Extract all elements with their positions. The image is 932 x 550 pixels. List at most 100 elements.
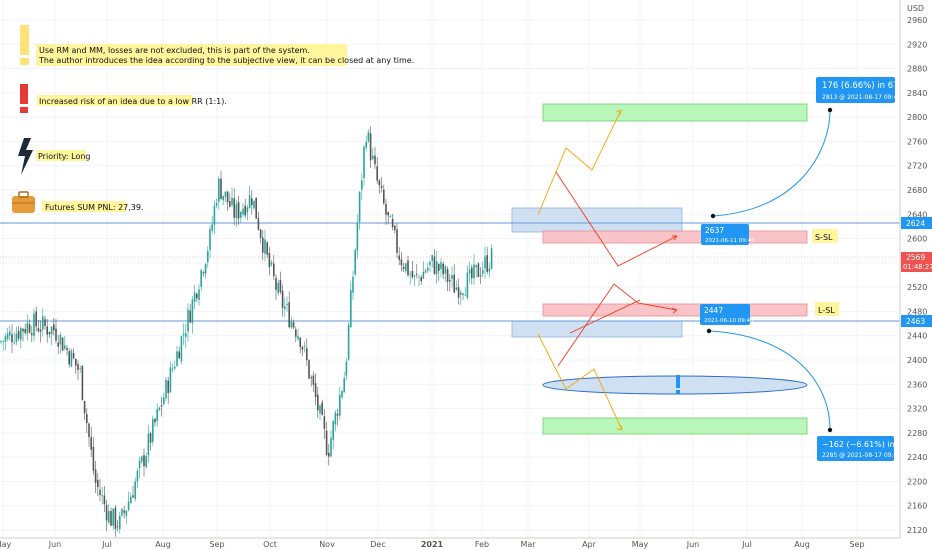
lower-target-zone[interactable] <box>542 417 808 435</box>
candle-body <box>330 437 332 457</box>
ellipse-exclamation-dot <box>676 390 680 394</box>
futures-note: Futures SUM PNL: 27,39. <box>45 203 144 212</box>
upper-curve-end-dot <box>827 107 833 113</box>
x-tick-label: Dec <box>370 540 385 549</box>
long-entry-zone[interactable] <box>511 320 683 338</box>
lower-path-red[interactable] <box>569 299 641 334</box>
lower-target-callout[interactable]: −162 (−6.61%) in 68d 2285 @ 2021-08-17 0… <box>817 436 913 461</box>
candles <box>0 126 493 537</box>
arrowhead-3 <box>671 307 678 314</box>
candle-body <box>130 496 132 504</box>
candle-body <box>455 287 458 291</box>
candle-body <box>306 348 308 361</box>
upper-target-sub: 2813 @ 2021-08-17 09:45 <box>822 94 901 101</box>
y-tick-label: 2240 <box>907 453 927 462</box>
candle-body <box>103 495 106 505</box>
candle-body <box>224 191 227 197</box>
candle-body <box>264 239 266 254</box>
upper-projection-curve[interactable] <box>712 109 831 217</box>
candle-body <box>350 290 352 328</box>
y-tick-label: 2720 <box>907 162 927 171</box>
y-tick-label: 2600 <box>907 235 927 244</box>
candle-body <box>303 346 306 347</box>
candle-body <box>167 380 169 393</box>
candle-body <box>374 155 376 165</box>
candle-body <box>383 189 385 204</box>
upper-path-red[interactable] <box>555 171 678 267</box>
y-tick-label: 2120 <box>907 526 927 535</box>
candle-body <box>22 328 24 332</box>
axis-unit-label: USD <box>907 4 924 13</box>
candle-body <box>387 211 389 216</box>
y-tick-label: 2400 <box>907 356 927 365</box>
candle-body <box>196 293 198 299</box>
upper-path-orange[interactable] <box>537 109 622 216</box>
candle-body <box>312 375 315 385</box>
time-axis[interactable]: May Jun Jul Aug Sep Oct Nov Dec 2021 Feb Mar Apr May… <box>0 537 900 549</box>
candle-body <box>275 277 277 290</box>
x-tick-label: Apr <box>582 540 597 549</box>
candle-body <box>336 413 339 416</box>
candle-body <box>402 266 405 270</box>
candle-body <box>77 364 79 370</box>
candle-body <box>332 421 334 440</box>
price-axis[interactable]: USD 2120 2160 2200 2240 2280 2320 2360 2400 2440… <box>899 0 927 538</box>
candle-body <box>108 511 110 523</box>
short-entry-zone[interactable] <box>511 207 683 233</box>
s-sl-label: S-SL <box>815 233 833 242</box>
candle-body <box>114 507 117 529</box>
candle-body <box>482 269 484 275</box>
candle-body <box>372 155 374 159</box>
candle-body <box>145 455 147 467</box>
candle-body <box>356 223 359 251</box>
rm-note-line1: Use RM and MM, losses are not excluded, … <box>39 46 310 55</box>
candle-body <box>26 322 29 334</box>
candle-body <box>20 328 22 340</box>
short-entry-callout[interactable]: 2637 2021-06-11 09:45 <box>701 224 755 245</box>
upper-target-zone[interactable] <box>542 103 808 122</box>
attention-ellipse[interactable] <box>542 375 808 395</box>
upper-target-callout[interactable]: 176 (6.66%) in 67d 2813 @ 2021-08-17 09:… <box>816 77 904 103</box>
candle-body <box>268 252 271 267</box>
candle-body <box>66 348 68 351</box>
candle-body <box>391 219 394 228</box>
y-tick-label: 2360 <box>907 380 927 389</box>
candle-body <box>17 330 20 339</box>
candle-body <box>171 368 174 370</box>
x-tick-label: Jun <box>686 540 700 549</box>
candle-body <box>149 433 152 443</box>
x-tick-label: Jul <box>741 540 752 549</box>
candle-body <box>345 361 348 376</box>
candle-body <box>290 320 293 328</box>
candle-body <box>207 251 209 263</box>
lower-projection-curve[interactable] <box>708 330 831 431</box>
candle-body <box>431 255 433 261</box>
priority-note-bg <box>36 150 86 161</box>
candle-body <box>226 191 229 203</box>
candle-body <box>308 360 310 379</box>
candle-body <box>191 299 194 324</box>
candle-body <box>297 335 299 340</box>
candle-body <box>462 294 464 295</box>
candle-body <box>44 319 46 326</box>
candle-body <box>369 133 372 161</box>
candle-body <box>321 402 323 415</box>
lower-path-orange[interactable] <box>537 333 623 431</box>
candle-body <box>13 342 15 344</box>
long-entry-callout[interactable]: 2447 2021-06-10 09:45 <box>700 304 754 325</box>
long-entry-time: 2021-06-10 09:45 <box>704 318 754 324</box>
candle-body <box>220 178 222 199</box>
candle-body <box>479 275 482 277</box>
candle-body <box>0 341 2 343</box>
lower-target-title: −162 (−6.61%) in 68d <box>822 440 913 449</box>
candle-body <box>396 229 398 253</box>
y-tick-label: 2640 <box>907 210 927 219</box>
candle-body <box>211 224 213 231</box>
candle-body <box>90 437 92 450</box>
candle-body <box>277 282 279 293</box>
candle-body <box>233 198 235 218</box>
candle-body <box>182 333 185 336</box>
candle-body <box>209 229 211 251</box>
x-tick-label: Feb <box>475 540 489 549</box>
